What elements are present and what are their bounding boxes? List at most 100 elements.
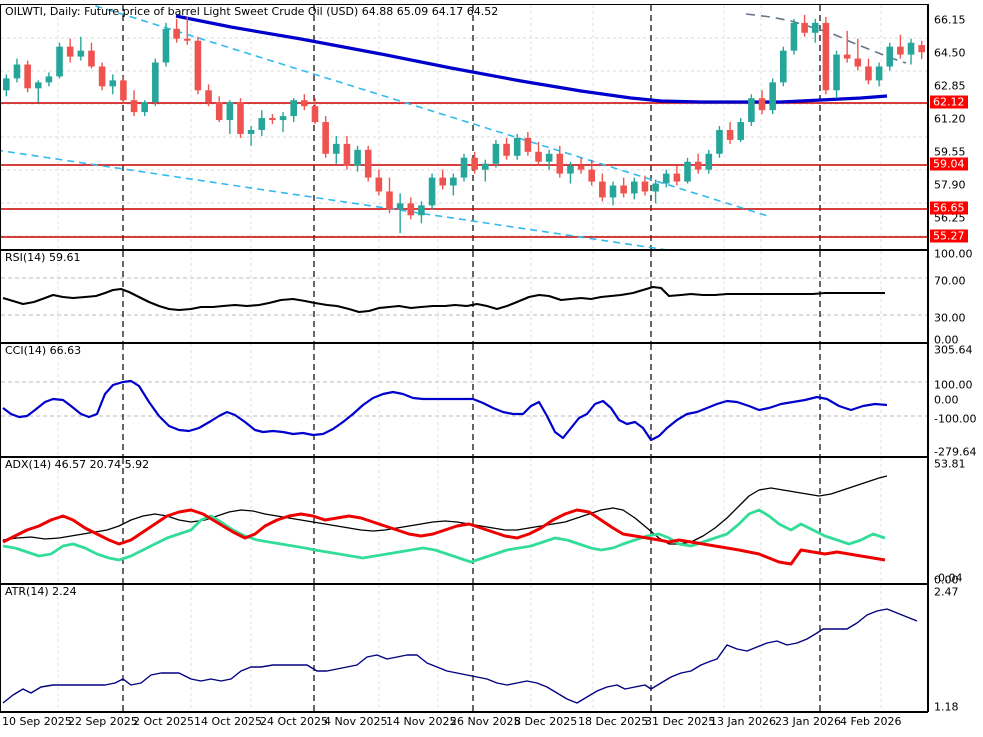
x-axis-label: 18 Dec 2025 bbox=[578, 715, 649, 728]
candle-body bbox=[524, 137, 532, 152]
atr-tick: 2.47 bbox=[934, 585, 959, 599]
candle-body bbox=[609, 185, 617, 198]
candle-body bbox=[748, 98, 755, 123]
x-axis-label: 23 Jan 2026 bbox=[775, 715, 841, 728]
candle-body bbox=[599, 181, 606, 198]
candle-body bbox=[205, 90, 212, 103]
candlestick-series bbox=[3, 14, 925, 234]
candle-body bbox=[34, 82, 42, 89]
candle-body bbox=[396, 203, 404, 210]
price-tick: 59.55 bbox=[934, 145, 966, 159]
candle-body bbox=[56, 46, 63, 77]
candle-body bbox=[162, 28, 170, 63]
candle-body bbox=[13, 64, 21, 79]
price-tick: 61.20 bbox=[934, 112, 966, 126]
candle-body bbox=[439, 177, 447, 186]
candle-body bbox=[716, 129, 723, 154]
candle-body bbox=[811, 22, 819, 33]
candle-body bbox=[120, 80, 127, 101]
candle-body bbox=[481, 163, 489, 170]
adx-panel-label: ADX(14) 46.57 20.74 5.92 bbox=[5, 458, 150, 471]
candle-body bbox=[258, 118, 266, 130]
atr-plot bbox=[2, 585, 918, 711]
candle-body bbox=[247, 129, 255, 134]
candle-body bbox=[694, 161, 702, 170]
candle-body bbox=[471, 157, 478, 170]
candle-body bbox=[822, 22, 830, 91]
candle-body bbox=[301, 100, 308, 107]
candle-body bbox=[620, 185, 627, 194]
x-axis-label: 4 Nov 2025 bbox=[324, 715, 388, 728]
candle-body bbox=[843, 54, 851, 59]
candle-body bbox=[662, 173, 670, 184]
candle-body bbox=[886, 46, 894, 67]
candle-body bbox=[503, 143, 510, 156]
price-plot bbox=[1, 5, 927, 249]
rsi-tick: 70.00 bbox=[934, 274, 966, 288]
candle-body bbox=[737, 122, 745, 140]
x-axis-label: 10 Sep 2025 bbox=[2, 715, 72, 728]
rsi-line bbox=[2, 285, 885, 314]
candle-body bbox=[418, 205, 425, 216]
adx-plus-di-line bbox=[2, 508, 886, 564]
candle-body bbox=[684, 161, 691, 182]
candle-body bbox=[801, 22, 808, 33]
candle-body bbox=[88, 50, 95, 67]
price-tag-level: 59.04 bbox=[930, 157, 968, 171]
candle-body bbox=[513, 137, 521, 156]
price-tick: 57.90 bbox=[934, 178, 966, 192]
x-axis-label: 2 Oct 2025 bbox=[133, 715, 195, 728]
moving-average-line bbox=[175, 14, 888, 104]
adx-tick: -0.04 bbox=[934, 571, 963, 585]
candle-body bbox=[428, 177, 436, 206]
candle-body bbox=[833, 54, 840, 91]
candle-body bbox=[875, 66, 883, 81]
price-tick: 64.50 bbox=[934, 46, 966, 60]
rsi-panel-label: RSI(14) 59.61 bbox=[5, 251, 81, 264]
candle-body bbox=[460, 157, 468, 178]
candle-body bbox=[66, 46, 74, 57]
cci-panel[interactable]: CCI(14) 66.63 bbox=[0, 343, 928, 457]
candle-body bbox=[109, 80, 117, 87]
candle-body bbox=[705, 153, 713, 170]
price-panel[interactable]: OILWTI, Daily: Future price of barrel Li… bbox=[0, 4, 928, 250]
x-axis-label: 13 Jan 2026 bbox=[710, 715, 776, 728]
candle-body bbox=[24, 64, 31, 89]
candle-body bbox=[758, 98, 766, 111]
rsi-panel[interactable]: RSI(14) 59.61 bbox=[0, 250, 928, 343]
candle-body bbox=[450, 177, 457, 186]
x-axis-label: 22 Sep 2025 bbox=[68, 715, 138, 728]
price-panel-title: OILWTI, Daily: Future price of barrel Li… bbox=[5, 5, 499, 18]
price-tag-level: 62.12 bbox=[930, 95, 968, 109]
price-tick: 56.25 bbox=[934, 211, 966, 225]
adx-panel[interactable]: ADX(14) 46.57 20.74 5.92 bbox=[0, 457, 928, 584]
cci-tick: 305.64 bbox=[934, 343, 973, 357]
candle-body bbox=[290, 100, 298, 117]
atr-tick: 1.18 bbox=[934, 700, 959, 714]
candle-body bbox=[152, 62, 159, 103]
candle-body bbox=[237, 102, 244, 134]
candle-body bbox=[907, 42, 915, 55]
x-axis-label: 14 Nov 2025 bbox=[386, 715, 457, 728]
candle-body bbox=[897, 46, 904, 55]
candle-body bbox=[354, 149, 361, 166]
candle-body bbox=[269, 118, 276, 121]
x-axis-label: 31 Dec 2025 bbox=[645, 715, 716, 728]
candle-body bbox=[918, 45, 925, 53]
atr-line bbox=[2, 608, 918, 704]
candle-body bbox=[780, 50, 787, 83]
candle-body bbox=[45, 76, 53, 83]
candle-body bbox=[854, 58, 862, 67]
x-axis-label: 26 Nov 2025 bbox=[450, 715, 521, 728]
price-tick: 62.85 bbox=[934, 79, 966, 93]
candle-body bbox=[630, 181, 638, 194]
atr-panel-label: ATR(14) 2.24 bbox=[5, 585, 77, 598]
cci-panel-label: CCI(14) 66.63 bbox=[5, 344, 82, 357]
cci-line bbox=[2, 379, 888, 442]
atr-panel[interactable]: ATR(14) 2.24 bbox=[0, 584, 928, 712]
x-axis-label: 24 Oct 2025 bbox=[260, 715, 329, 728]
candle-body bbox=[641, 181, 649, 192]
x-axis-label: 4 Feb 2026 bbox=[840, 715, 902, 728]
rsi-tick: 0.00 bbox=[934, 333, 959, 347]
